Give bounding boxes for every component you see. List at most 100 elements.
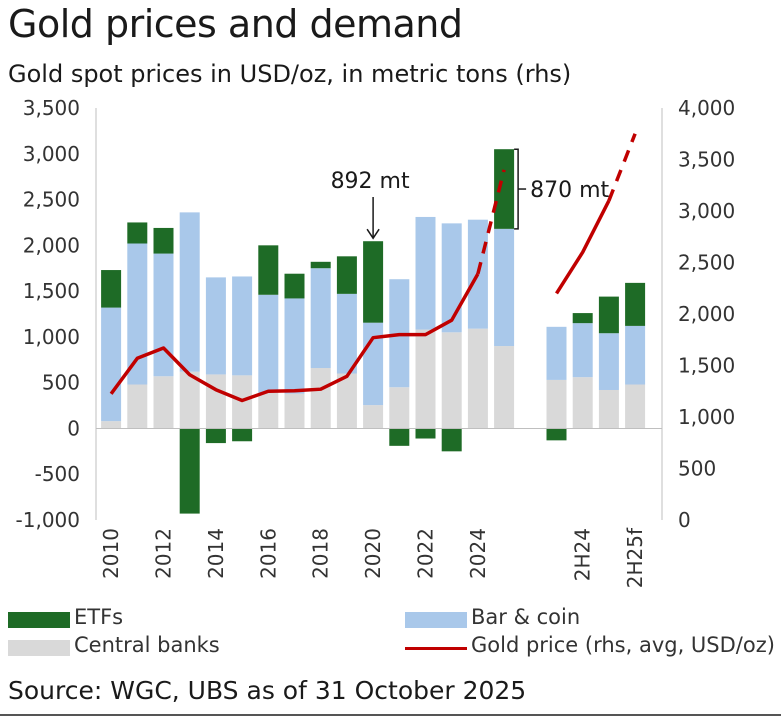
bar-central-banks bbox=[441, 332, 462, 429]
legend-label-gold-price: Gold price (rhs, avg, USD/oz) bbox=[471, 633, 775, 657]
annotation-arrow-head bbox=[366, 228, 380, 240]
legend-label-etfs: ETFs bbox=[74, 605, 124, 629]
bar-etf bbox=[127, 222, 148, 244]
bar-bar-coin bbox=[179, 212, 200, 372]
bar-etf bbox=[363, 241, 384, 323]
bar-etf bbox=[441, 428, 462, 452]
x-axis-tick: 2010 bbox=[99, 528, 123, 579]
legend-label-central-banks: Central banks bbox=[74, 633, 220, 657]
bar-etf bbox=[598, 296, 619, 334]
x-axis-tick: 2H25f bbox=[623, 527, 647, 588]
bar-etf bbox=[310, 261, 331, 269]
x-axis-tick: 2024 bbox=[466, 528, 490, 579]
bar-central-banks bbox=[101, 421, 122, 429]
annotation-870-mt: 870 mt bbox=[530, 178, 609, 203]
gold-price-line-half-year bbox=[555, 199, 611, 295]
x-axis-tick: 2014 bbox=[204, 528, 228, 579]
right-axis-tick: 3,500 bbox=[678, 148, 735, 172]
bar-central-banks bbox=[205, 374, 226, 429]
bar-bar-coin bbox=[441, 223, 462, 333]
gold-price-forecast-line bbox=[476, 169, 506, 275]
left-axis-tick: 1,000 bbox=[23, 325, 80, 349]
bar-central-banks bbox=[598, 389, 619, 429]
axes-layer bbox=[95, 108, 663, 520]
bar-central-banks bbox=[625, 384, 646, 429]
legend-swatch-bar-coin bbox=[405, 612, 467, 628]
annotations-layer: 892 mt 870 mt bbox=[331, 148, 610, 240]
left-axis-tick: -500 bbox=[35, 462, 80, 486]
bar-bar-coin bbox=[363, 322, 384, 406]
legend-label-bar-coin: Bar & coin bbox=[471, 605, 581, 629]
bar-central-banks bbox=[310, 368, 331, 429]
gold-price-forecast-line-half-year bbox=[607, 133, 637, 202]
bar-central-banks bbox=[258, 392, 279, 429]
bar-etf bbox=[179, 428, 200, 514]
bar-etf bbox=[258, 245, 279, 295]
bar-central-banks bbox=[572, 377, 593, 429]
legend-swatch-gold-price bbox=[405, 647, 467, 650]
left-axis-tick: 500 bbox=[42, 371, 80, 395]
gold-price-line-layer bbox=[109, 133, 637, 403]
right-axis-tick: 1,500 bbox=[678, 354, 735, 378]
bar-etf bbox=[153, 227, 174, 254]
bar-central-banks bbox=[494, 346, 515, 429]
bar-bar-coin bbox=[284, 298, 305, 394]
left-axis-tick: 3,000 bbox=[23, 142, 80, 166]
bar-etf bbox=[572, 313, 593, 324]
left-axis-tick: 2,000 bbox=[23, 233, 80, 257]
bar-etf bbox=[336, 256, 357, 294]
bar-bar-coin bbox=[572, 323, 593, 378]
bar-etf bbox=[101, 270, 122, 308]
bar-central-banks bbox=[127, 384, 148, 429]
bar-central-banks bbox=[363, 405, 384, 429]
x-axis-tick: 2018 bbox=[309, 528, 333, 579]
right-axis-tick: 0 bbox=[678, 508, 691, 532]
bar-bar-coin bbox=[310, 268, 331, 369]
bar-bar-coin bbox=[153, 253, 174, 377]
bar-bar-coin bbox=[258, 294, 279, 393]
gold-price-line bbox=[109, 272, 480, 403]
x-axis-tick: 2022 bbox=[414, 528, 438, 579]
legend-swatch-etfs bbox=[8, 612, 70, 628]
bar-etf bbox=[205, 428, 226, 444]
bar-etf bbox=[389, 428, 410, 446]
bar-bar-coin bbox=[494, 228, 515, 347]
bar-etf bbox=[232, 428, 253, 442]
bar-bar-coin bbox=[546, 326, 567, 380]
right-axis-tick: 500 bbox=[678, 457, 716, 481]
right-axis-tick: 2,000 bbox=[678, 302, 735, 326]
bar-central-banks bbox=[467, 328, 488, 429]
right-axis-tick: 4,000 bbox=[678, 96, 735, 120]
bar-central-banks bbox=[179, 371, 200, 429]
bar-central-banks bbox=[284, 393, 305, 429]
chart-title: Gold prices and demand bbox=[8, 2, 463, 46]
left-axis-tick: -1,000 bbox=[16, 508, 80, 532]
left-axis-tick: 1,500 bbox=[23, 279, 80, 303]
annotation-892-mt: 892 mt bbox=[331, 169, 410, 194]
x-axis-tick: 2016 bbox=[256, 528, 280, 579]
bar-bar-coin bbox=[205, 277, 226, 375]
x-axis-tick: 2012 bbox=[152, 528, 176, 579]
right-axis-tick: 2,500 bbox=[678, 251, 735, 275]
bar-etf bbox=[494, 149, 515, 229]
annotation-bracket bbox=[514, 148, 519, 230]
right-axis-tick: 3,000 bbox=[678, 199, 735, 223]
ticks-layer: 3,500 3,000 2,500 2,000 1,500 1,000 500 0 -500 -1… bbox=[16, 96, 736, 588]
bottom-rule bbox=[0, 714, 781, 716]
source-note: Source: WGC, UBS as of 31 October 2025 bbox=[8, 676, 527, 705]
bar-etf bbox=[546, 428, 567, 441]
bar-central-banks bbox=[389, 387, 410, 429]
bar-central-banks bbox=[153, 376, 174, 429]
bar-etf bbox=[625, 282, 646, 326]
x-axis-tick: 2H24 bbox=[571, 528, 595, 581]
bar-etf bbox=[415, 428, 436, 439]
chart-subtitle: Gold spot prices in USD/oz, in metric to… bbox=[8, 60, 572, 88]
legend-swatch-central-banks bbox=[8, 640, 70, 656]
left-axis-tick: 2,500 bbox=[23, 188, 80, 212]
bar-central-banks bbox=[415, 329, 436, 429]
bar-bar-coin bbox=[127, 243, 148, 385]
bar-etf bbox=[284, 273, 305, 299]
left-axis-tick: 0 bbox=[67, 416, 80, 440]
bar-bar-coin bbox=[415, 216, 436, 330]
